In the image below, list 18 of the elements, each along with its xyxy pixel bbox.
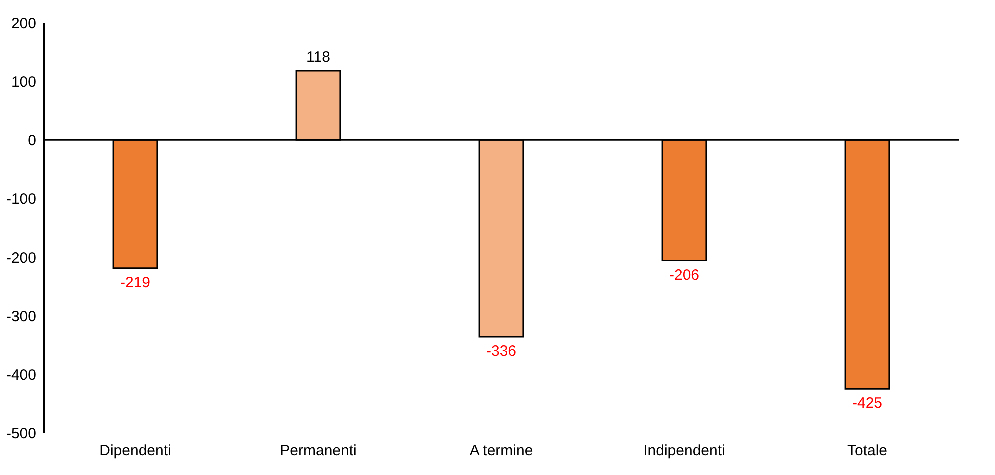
data-label: -336 — [486, 342, 517, 360]
y-tick-label: -400 — [6, 366, 36, 384]
y-tick-label: 0 — [28, 132, 36, 150]
x-tick-label: A termine — [470, 442, 534, 460]
x-tick-label: Totale — [847, 442, 888, 460]
x-tick-label: Dipendenti — [100, 442, 172, 460]
data-label: -425 — [852, 395, 883, 412]
y-tick-label: -500 — [6, 426, 36, 442]
y-tick-label: -100 — [6, 191, 36, 208]
y-tick-label: -300 — [6, 308, 36, 326]
y-tick-label: 200 — [11, 16, 36, 32]
data-label: -219 — [120, 274, 151, 292]
data-label: 118 — [306, 49, 330, 66]
data-label: -206 — [669, 266, 700, 284]
y-tick-label: 100 — [11, 74, 36, 92]
x-tick-label: Indipendenti — [644, 442, 726, 460]
x-tick-label: Permanenti — [280, 442, 357, 460]
y-tick-label: -200 — [6, 250, 36, 267]
